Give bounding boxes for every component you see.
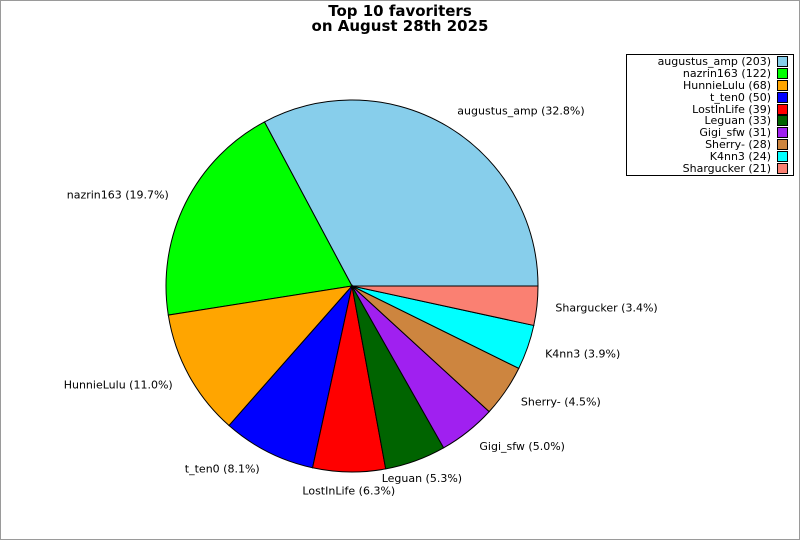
chart-subtitle: on August 28th 2025	[311, 17, 489, 35]
pie-slice-nazrin163	[165, 121, 353, 316]
pie-label-Shargucker: Shargucker (3.4%)	[555, 302, 657, 315]
pie-label-Leguan: Leguan (5.3%)	[382, 472, 462, 485]
legend-swatch-Leguan	[777, 115, 788, 127]
legend-label-Sherry-: Sherry- (28)	[705, 138, 771, 152]
legend-swatch-HunnieLulu	[777, 79, 788, 91]
legend-label-nazrin163: nazrin163 (122)	[682, 66, 771, 80]
legend-swatch-t_ten0	[777, 91, 788, 103]
legend-row-LostInLife: LostInLife (39)	[627, 102, 793, 116]
legend-row-K4nn3: K4nn3 (24)	[627, 150, 793, 164]
legend-row-HunnieLulu: HunnieLulu (68)	[627, 78, 793, 92]
legend-label-K4nn3: K4nn3 (24)	[709, 150, 771, 164]
chart-title: Top 10 favoriters	[328, 2, 472, 20]
legend-row-Leguan: Leguan (33)	[627, 114, 793, 128]
pie-slice-Shargucker	[351, 285, 539, 327]
chart-title-block: Top 10 favoriters on August 28th 2025	[1, 4, 799, 34]
legend-label-Leguan: Leguan (33)	[704, 114, 771, 128]
legend-label-augustus_amp: augustus_amp (203)	[657, 54, 771, 68]
legend-swatch-Sherry-	[777, 139, 788, 151]
legend-row-Sherry-: Sherry- (28)	[627, 138, 793, 152]
pie-slice-HunnieLulu	[167, 285, 354, 427]
pie-label-Sherry-: Sherry- (4.5%)	[521, 395, 601, 408]
legend-row-Shargucker: Shargucker (21)	[627, 162, 793, 176]
legend-swatch-Shargucker	[777, 163, 788, 175]
legend-swatch-LostInLife	[777, 103, 788, 115]
legend-label-Gigi_sfw: Gigi_sfw (31)	[699, 126, 771, 140]
pie-label-t_ten0: t_ten0 (8.1%)	[185, 462, 260, 475]
legend-label-HunnieLulu: HunnieLulu (68)	[682, 78, 771, 92]
legend-swatch-nazrin163	[777, 67, 788, 79]
legend-label-t_ten0: t_ten0 (50)	[710, 90, 771, 104]
legend-swatch-Gigi_sfw	[777, 127, 788, 139]
pie-slice-augustus_amp	[263, 99, 539, 287]
pie-label-Gigi_sfw: Gigi_sfw (5.0%)	[479, 440, 565, 453]
pie-label-nazrin163: nazrin163 (19.7%)	[67, 189, 169, 202]
legend-swatch-augustus_amp	[777, 55, 788, 67]
pie-label-K4nn3: K4nn3 (3.9%)	[545, 347, 620, 360]
legend-row-Gigi_sfw: Gigi_sfw (31)	[627, 126, 793, 140]
pie-label-LostInLife: LostInLife (6.3%)	[302, 484, 395, 497]
legend: augustus_amp (203) nazrin163 (122) HunnieL…	[626, 54, 794, 176]
legend-row-augustus_amp: augustus_amp (203)	[627, 54, 793, 68]
pie-label-HunnieLulu: HunnieLulu (11.0%)	[64, 378, 173, 391]
legend-row-nazrin163: nazrin163 (122)	[627, 66, 793, 80]
legend-label-Shargucker: Shargucker (21)	[682, 162, 771, 176]
pie-label-augustus_amp: augustus_amp (32.8%)	[457, 104, 584, 117]
legend-row-t_ten0: t_ten0 (50)	[627, 90, 793, 104]
pie-slice-t_ten0	[228, 284, 353, 469]
legend-label-LostInLife: LostInLife (39)	[692, 102, 771, 116]
legend-swatch-K4nn3	[777, 151, 788, 163]
